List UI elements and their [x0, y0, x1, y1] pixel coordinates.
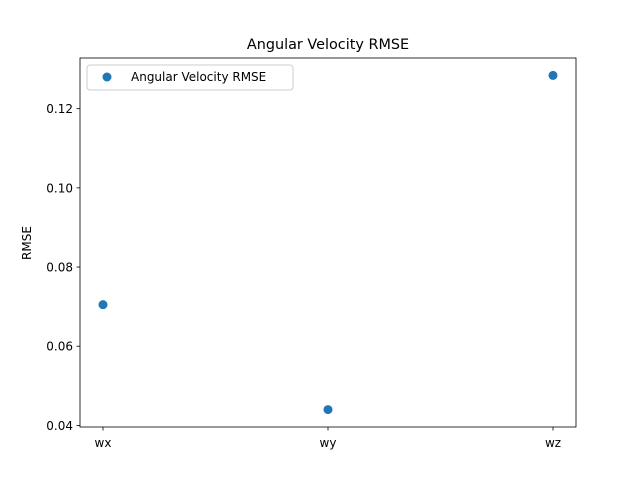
legend-marker — [102, 72, 112, 82]
data-points — [98, 70, 558, 415]
chart-title: Angular Velocity RMSE — [247, 37, 409, 53]
y-axis-label: RMSE — [20, 226, 34, 260]
legend-box — [86, 64, 294, 91]
x-tick-label: wx — [95, 436, 112, 450]
data-point-wx — [98, 300, 108, 310]
y-tick-label: 0.06 — [46, 340, 73, 354]
legend: Angular Velocity RMSE — [86, 64, 294, 91]
y-tick-label: 0.10 — [46, 181, 73, 195]
y-tick-label: 0.04 — [46, 419, 73, 433]
x-axis: wx wy wz — [95, 427, 561, 450]
legend-label: Angular Velocity RMSE — [131, 70, 266, 84]
x-tick-label: wy — [320, 436, 337, 450]
y-tick-label: 0.12 — [46, 102, 73, 116]
x-tick-label: wz — [545, 436, 561, 450]
data-point-wy — [323, 405, 333, 415]
y-axis: 0.04 0.06 0.08 0.10 0.12 — [46, 102, 80, 433]
plot-area — [79, 57, 577, 428]
y-tick-label: 0.08 — [46, 261, 73, 275]
data-point-wz — [548, 70, 558, 80]
